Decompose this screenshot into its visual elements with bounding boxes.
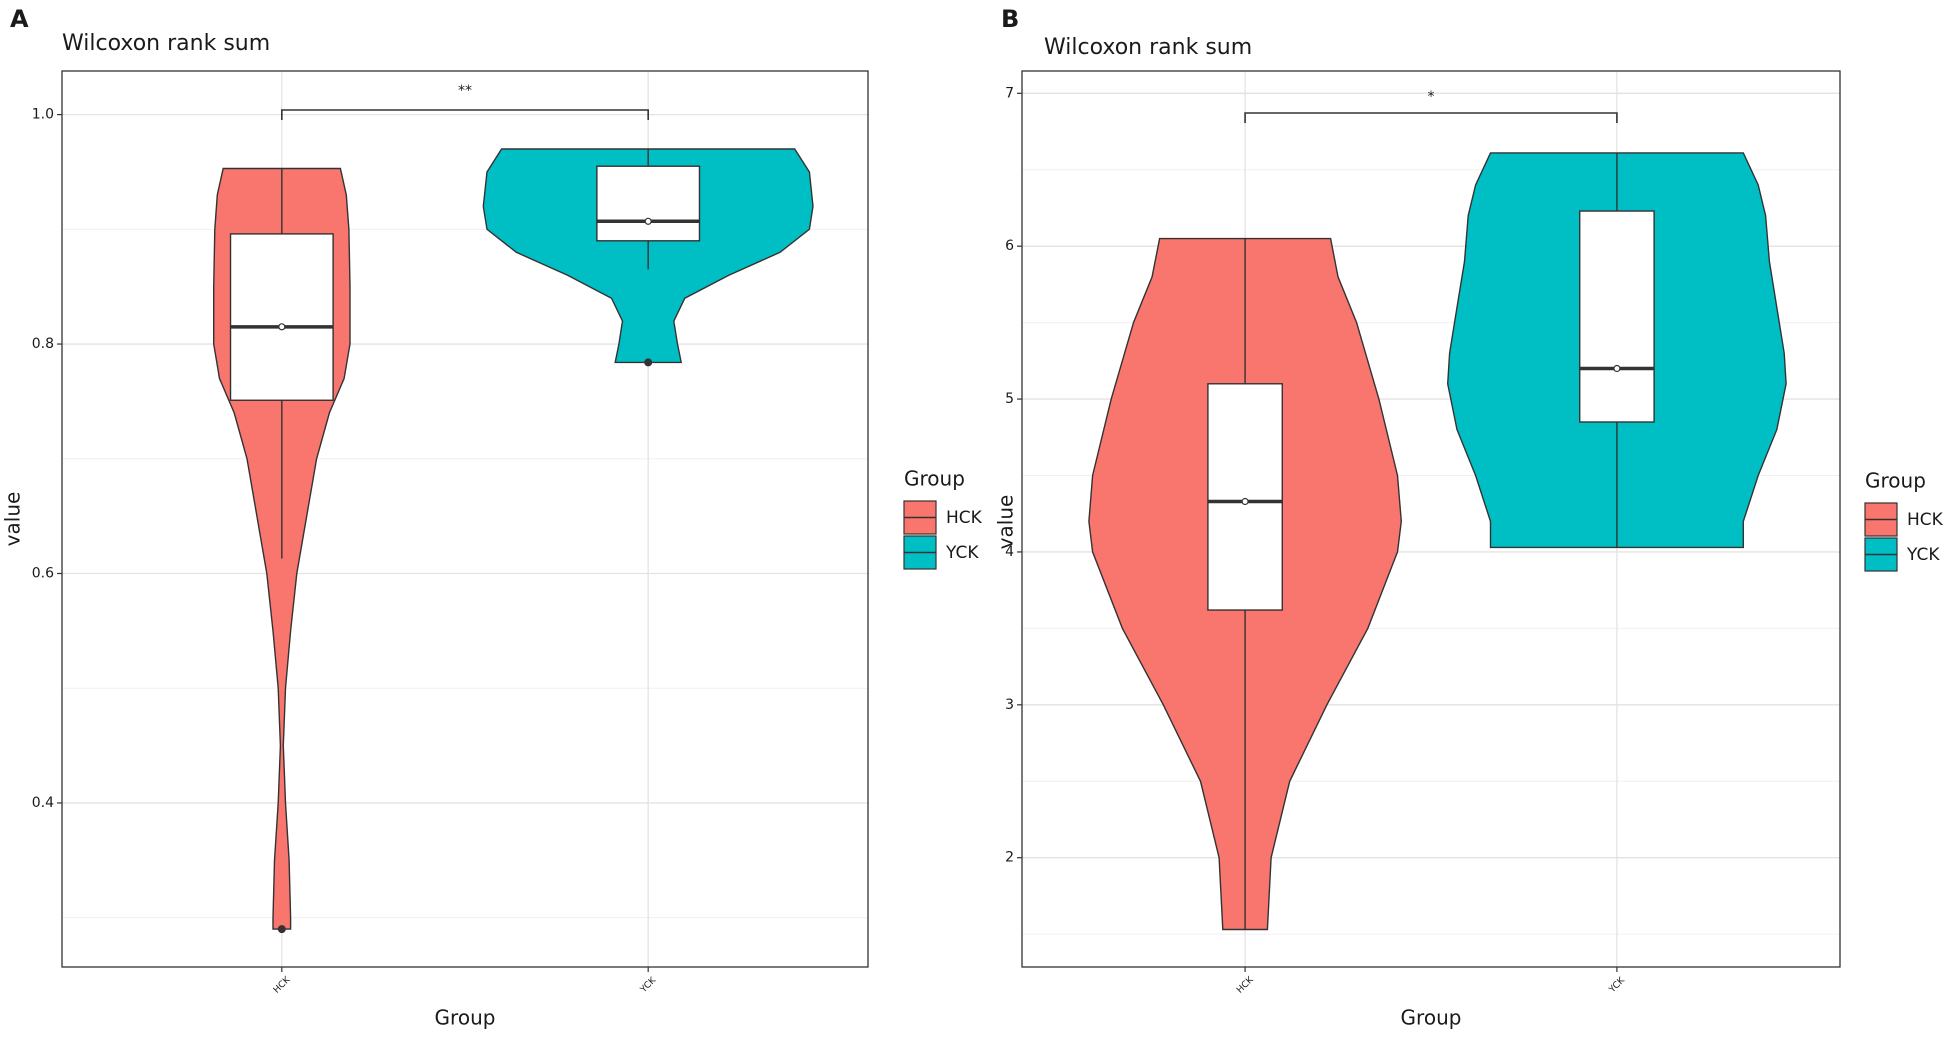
x-tick-label: HCK bbox=[272, 974, 293, 995]
y-tick-label: 7 bbox=[1005, 85, 1014, 101]
y-tick-label: 1.0 bbox=[32, 107, 54, 123]
y-tick-label: 0.8 bbox=[32, 336, 54, 352]
plot-border bbox=[61, 70, 869, 968]
legend-title: Group bbox=[904, 467, 965, 491]
significance-label: ** bbox=[458, 83, 472, 99]
legend-label: HCK bbox=[1907, 510, 1944, 530]
box bbox=[1207, 383, 1283, 611]
mean-point bbox=[278, 323, 286, 331]
x-tick-label: YCK bbox=[1607, 975, 1628, 996]
significance-label: * bbox=[1428, 89, 1435, 105]
y-tick-label: 2 bbox=[1005, 850, 1014, 866]
x-axis-label: Group bbox=[435, 1006, 496, 1030]
y-axis-label: value bbox=[994, 495, 1018, 550]
y-tick-label: 6 bbox=[1005, 238, 1014, 254]
panel-label: A bbox=[10, 5, 29, 33]
plot-border bbox=[1021, 70, 1841, 968]
x-tick-label: HCK bbox=[1235, 974, 1256, 995]
y-tick-label: 0.4 bbox=[32, 795, 54, 811]
box bbox=[596, 165, 701, 242]
y-tick-label: 5 bbox=[1005, 391, 1014, 407]
significance-bracket bbox=[1244, 112, 1618, 123]
y-tick-label: 0.6 bbox=[32, 565, 54, 581]
chart-title: Wilcoxon rank sum bbox=[1044, 35, 1252, 60]
legend-title: Group bbox=[1865, 469, 1926, 493]
mean-point bbox=[1241, 497, 1249, 506]
outlier bbox=[277, 925, 286, 934]
mean-point bbox=[1613, 364, 1621, 373]
box bbox=[1579, 210, 1655, 423]
mean-point bbox=[644, 217, 652, 225]
legend-label: YCK bbox=[945, 543, 979, 563]
outlier bbox=[644, 358, 653, 367]
y-tick-label: 4 bbox=[1005, 544, 1014, 560]
y-tick-label: 3 bbox=[1005, 697, 1014, 713]
legend-label: YCK bbox=[1906, 545, 1940, 565]
legend-label: HCK bbox=[946, 508, 983, 528]
x-axis-label: Group bbox=[1401, 1006, 1462, 1030]
box bbox=[229, 233, 334, 401]
panel-label: B bbox=[1001, 5, 1019, 33]
chart-title: Wilcoxon rank sum bbox=[62, 31, 270, 56]
x-tick-label: YCK bbox=[638, 975, 659, 996]
y-axis-label: value bbox=[1, 492, 25, 547]
significance-bracket bbox=[281, 109, 649, 120]
